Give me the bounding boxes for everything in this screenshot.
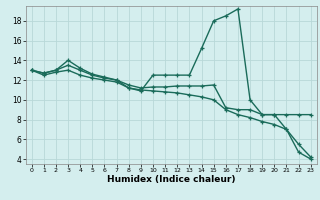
X-axis label: Humidex (Indice chaleur): Humidex (Indice chaleur) (107, 175, 236, 184)
